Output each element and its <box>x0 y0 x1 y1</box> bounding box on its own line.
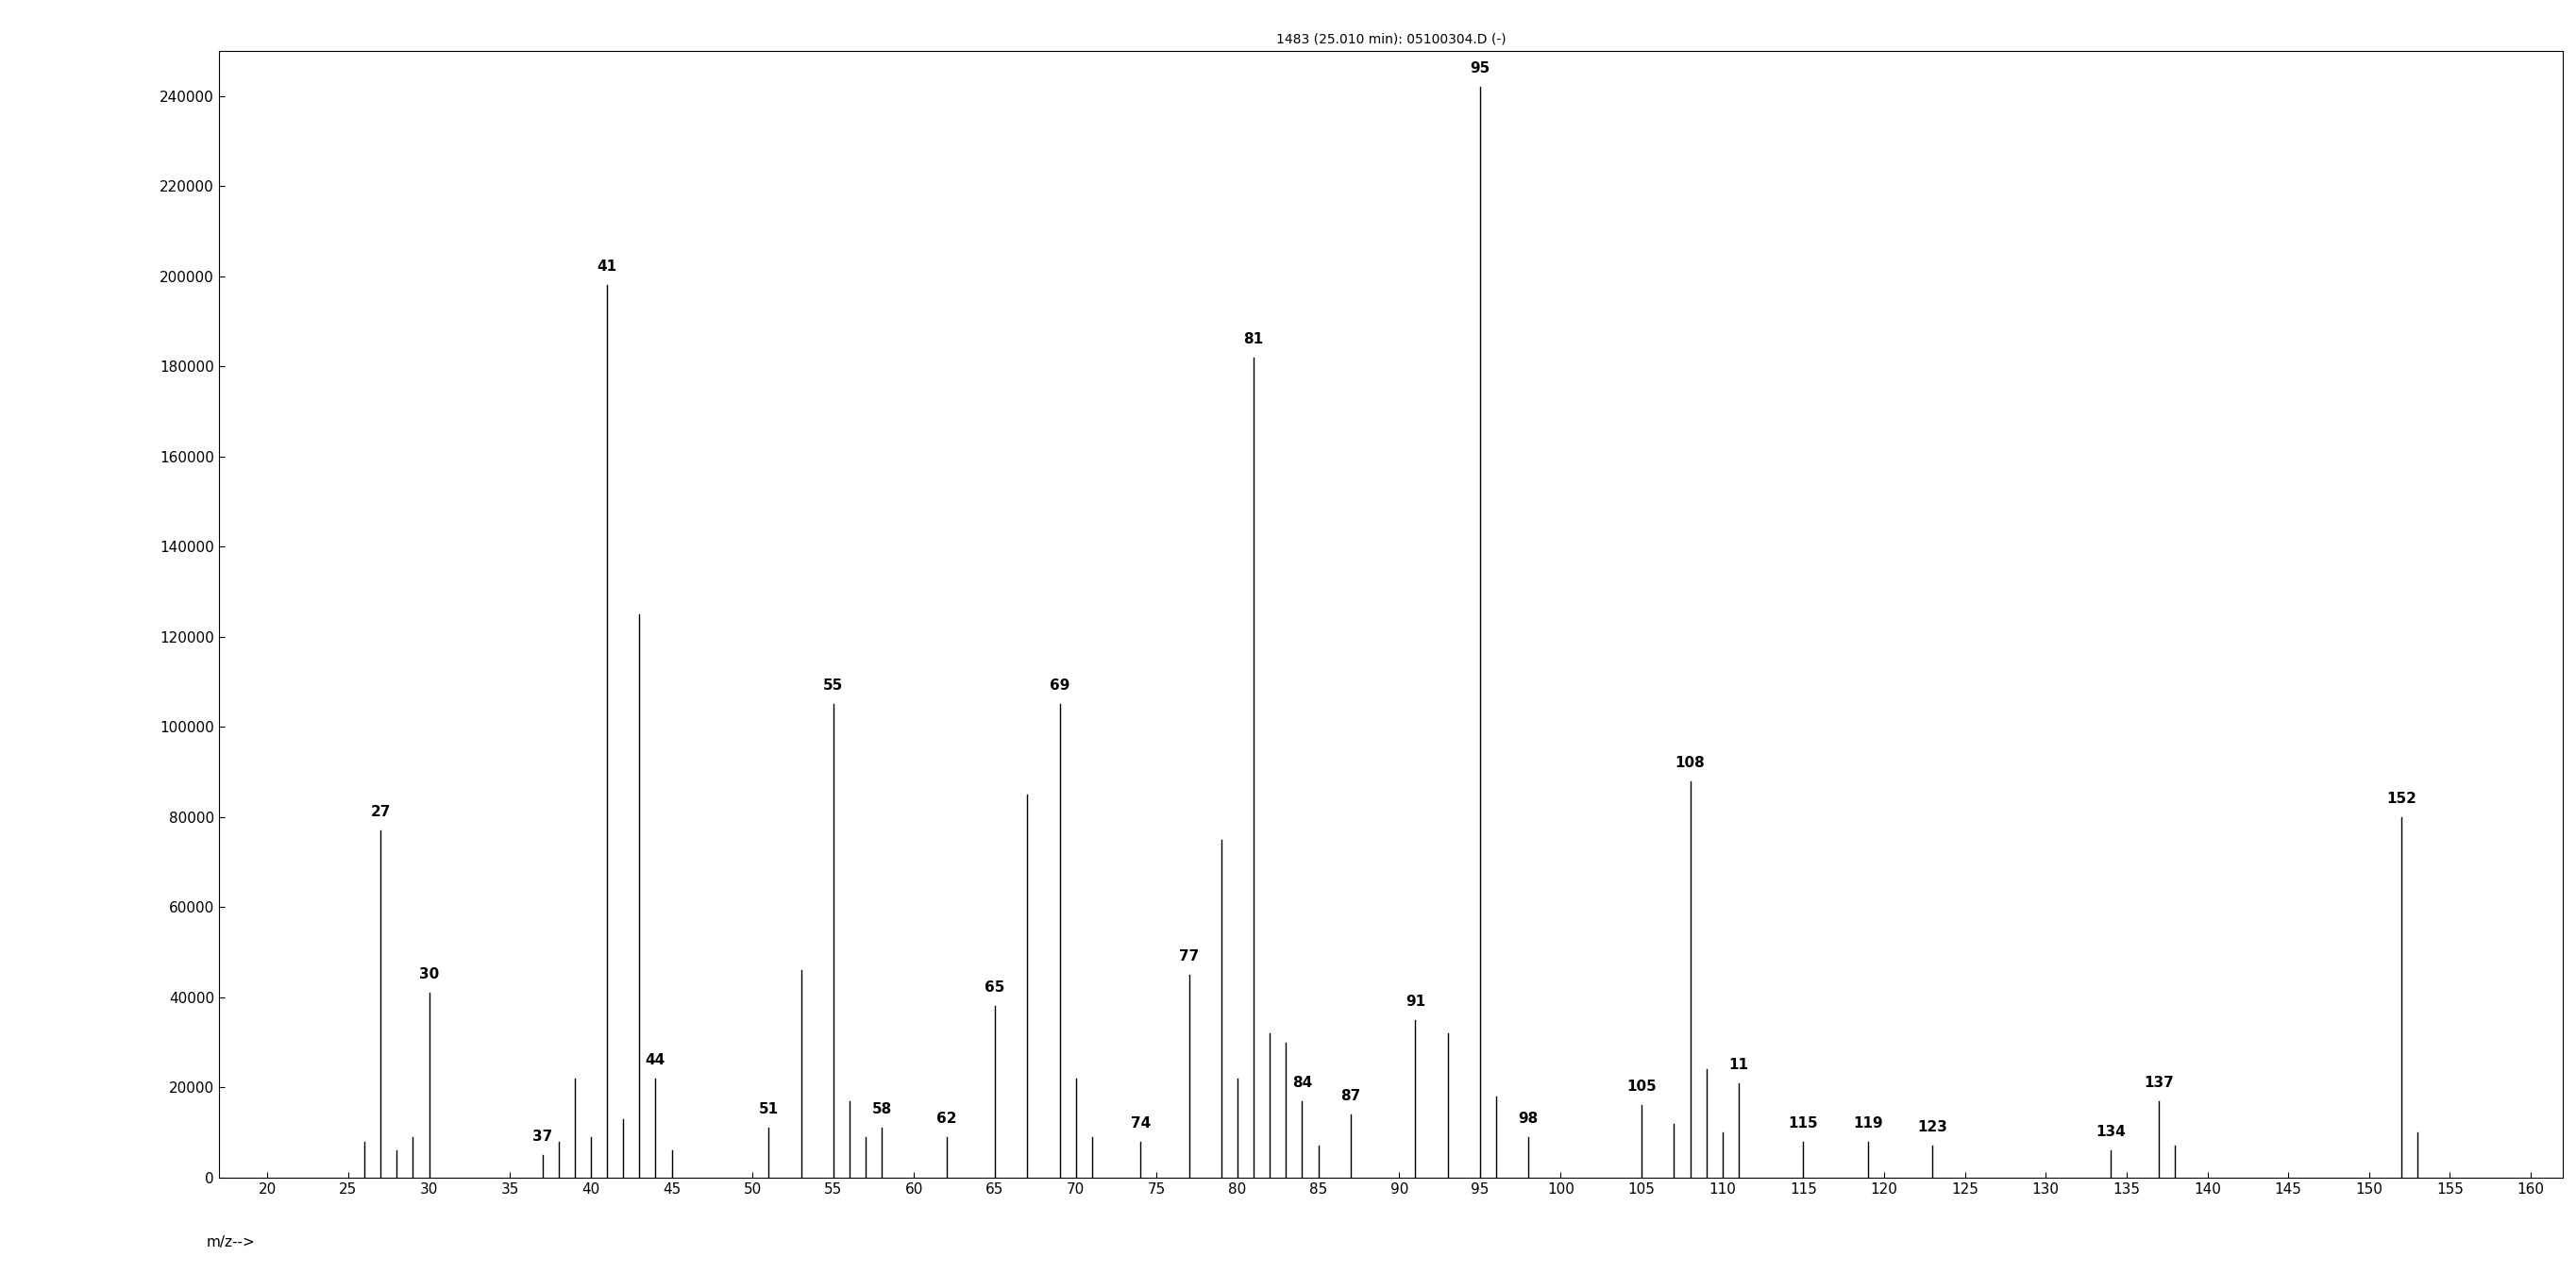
Text: 105: 105 <box>1625 1080 1656 1095</box>
Text: 37: 37 <box>533 1129 551 1143</box>
Title: 1483 (25.010 min): 05100304.D (-): 1483 (25.010 min): 05100304.D (-) <box>1275 33 1507 46</box>
Text: 27: 27 <box>371 805 392 820</box>
Text: 51: 51 <box>760 1102 778 1116</box>
Text: 11: 11 <box>1728 1058 1749 1072</box>
Text: 84: 84 <box>1293 1076 1311 1090</box>
Text: 81: 81 <box>1244 332 1265 346</box>
Text: 137: 137 <box>2143 1076 2174 1090</box>
Text: 41: 41 <box>598 260 616 274</box>
Text: 69: 69 <box>1048 679 1069 693</box>
Text: 115: 115 <box>1788 1116 1819 1130</box>
Text: 87: 87 <box>1340 1088 1360 1104</box>
Text: 98: 98 <box>1517 1111 1538 1125</box>
Text: 108: 108 <box>1674 756 1705 770</box>
Text: 44: 44 <box>647 1053 665 1067</box>
Text: 74: 74 <box>1131 1116 1151 1130</box>
Text: 119: 119 <box>1852 1116 1883 1130</box>
Text: 65: 65 <box>984 981 1005 995</box>
Text: 77: 77 <box>1180 950 1198 964</box>
Text: 30: 30 <box>420 967 438 981</box>
Text: 58: 58 <box>871 1102 891 1116</box>
Text: 91: 91 <box>1406 994 1425 1008</box>
Text: 55: 55 <box>824 679 842 693</box>
Text: 134: 134 <box>2094 1125 2125 1139</box>
Text: 95: 95 <box>1471 61 1489 75</box>
Text: m/z-->: m/z--> <box>206 1235 255 1249</box>
Text: 152: 152 <box>2385 792 2416 806</box>
Text: 123: 123 <box>1917 1120 1947 1134</box>
Text: 62: 62 <box>935 1111 956 1125</box>
